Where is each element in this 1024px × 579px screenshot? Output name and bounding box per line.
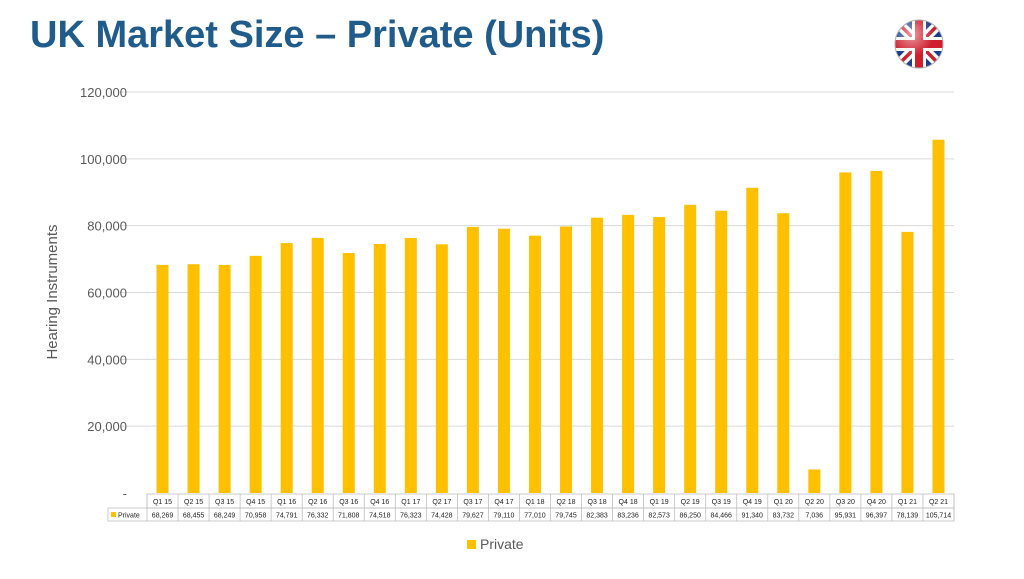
data-label: 79,627	[462, 513, 484, 520]
page-title: UK Market Size – Private (Units)	[30, 14, 605, 56]
x-tick-label: Q1 17	[401, 499, 420, 506]
data-label: 105,714	[926, 513, 951, 520]
x-tick-label: Q2 17	[432, 499, 451, 506]
bar	[932, 139, 945, 493]
data-label: 78,139	[897, 513, 919, 520]
bar	[280, 243, 293, 493]
bar	[653, 217, 666, 494]
bar	[777, 213, 790, 494]
bar	[218, 264, 231, 493]
x-tick-label: Q3 19	[712, 499, 731, 506]
table-legend-key	[111, 512, 116, 517]
bar	[466, 226, 479, 494]
bar	[684, 204, 697, 493]
x-tick-label: Q2 21	[929, 499, 948, 506]
x-tick-label: Q3 15	[215, 499, 234, 506]
data-label: 86,250	[679, 513, 701, 520]
bar	[839, 172, 852, 493]
bar	[746, 187, 759, 494]
data-label: 79,745	[555, 513, 577, 520]
bar	[528, 235, 541, 493]
bar	[404, 237, 417, 493]
bar	[591, 217, 604, 493]
data-label: 95,931	[835, 513, 857, 520]
x-tick-label: Q3 16	[339, 499, 358, 506]
x-tick-label: Q2 20	[805, 499, 824, 506]
x-tick-label: Q3 20	[836, 499, 855, 506]
data-label: 96,397	[866, 513, 888, 520]
bar	[497, 228, 510, 493]
y-tick-label: -	[123, 486, 127, 501]
data-label: 7,036	[806, 513, 824, 520]
bar	[249, 255, 262, 493]
x-tick-label: Q2 16	[308, 499, 327, 506]
bar	[342, 253, 355, 493]
data-label: 70,958	[245, 513, 267, 520]
bar	[622, 214, 635, 493]
data-label: 76,323	[400, 513, 422, 520]
data-label: 68,269	[152, 513, 174, 520]
x-tick-label: Q3 17	[463, 499, 482, 506]
x-tick-label: Q4 20	[867, 499, 886, 506]
bar	[808, 469, 821, 493]
y-tick-label: 20,000	[87, 419, 127, 434]
data-label: 74,428	[431, 513, 453, 520]
bars	[156, 139, 945, 494]
x-tick-label: Q1 19	[650, 499, 669, 506]
x-tick-label: Q4 15	[246, 499, 265, 506]
data-label: 84,466	[711, 513, 733, 520]
data-label: 68,249	[214, 513, 236, 520]
bar	[715, 210, 728, 493]
x-tick-label: Q1 16	[277, 499, 296, 506]
data-label: 82,573	[648, 513, 670, 520]
x-tick-label: Q1 15	[153, 499, 172, 506]
bar	[560, 226, 573, 493]
y-axis-title: Hearing Instruments	[44, 224, 61, 359]
bar	[311, 237, 324, 493]
bar	[435, 244, 448, 493]
x-tick-label: Q4 18	[619, 499, 638, 506]
x-tick-label: Q1 18	[525, 499, 544, 506]
legend: Private	[467, 536, 524, 552]
x-tick-label: Q2 19	[681, 499, 700, 506]
table-series-label: Private	[118, 513, 140, 520]
y-tick-label: 120,000	[80, 85, 127, 100]
data-label: 79,110	[493, 513, 514, 520]
y-tick-label: 40,000	[87, 352, 127, 367]
data-label: 71,808	[338, 513, 360, 520]
bar	[870, 170, 883, 493]
y-axis-ticks: - 20,000 40,000 60,000 80,000 100,000 120,000	[80, 85, 127, 501]
x-tick-label: Q4 17	[494, 499, 513, 506]
data-label: 83,732	[773, 513, 795, 520]
y-tick-label: 100,000	[80, 152, 127, 167]
data-label: 83,236	[617, 513, 639, 520]
y-tick-label: 80,000	[87, 219, 127, 234]
data-label: 82,383	[586, 513, 608, 520]
x-tick-label: Q2 15	[184, 499, 203, 506]
data-label: 68,455	[183, 513, 205, 520]
x-tick-label: Q4 16	[370, 499, 389, 506]
x-tick-label: Q2 18	[556, 499, 575, 506]
bar	[156, 264, 169, 493]
y-tick-label: 60,000	[87, 286, 127, 301]
data-label: 74,791	[276, 513, 298, 520]
data-label: 91,340	[742, 513, 764, 520]
legend-swatch	[467, 540, 476, 549]
bar	[901, 231, 914, 494]
x-tick-label: Q4 19	[743, 499, 762, 506]
data-table: Q1 15 68,269 Q2 15 68,455 Q3 15 68,249 Q4 15 70…	[107, 493, 955, 522]
data-label: 77,010	[524, 513, 546, 520]
x-tick-label: Q1 21	[898, 499, 917, 506]
legend-label: Private	[480, 536, 524, 552]
bar	[187, 264, 200, 493]
bar	[373, 243, 386, 493]
x-tick-label: Q3 18	[588, 499, 607, 506]
data-label: 74,518	[369, 513, 391, 520]
data-label: 76,332	[307, 513, 329, 520]
uk-flag-icon	[894, 19, 944, 69]
x-tick-label: Q1 20	[774, 499, 793, 506]
